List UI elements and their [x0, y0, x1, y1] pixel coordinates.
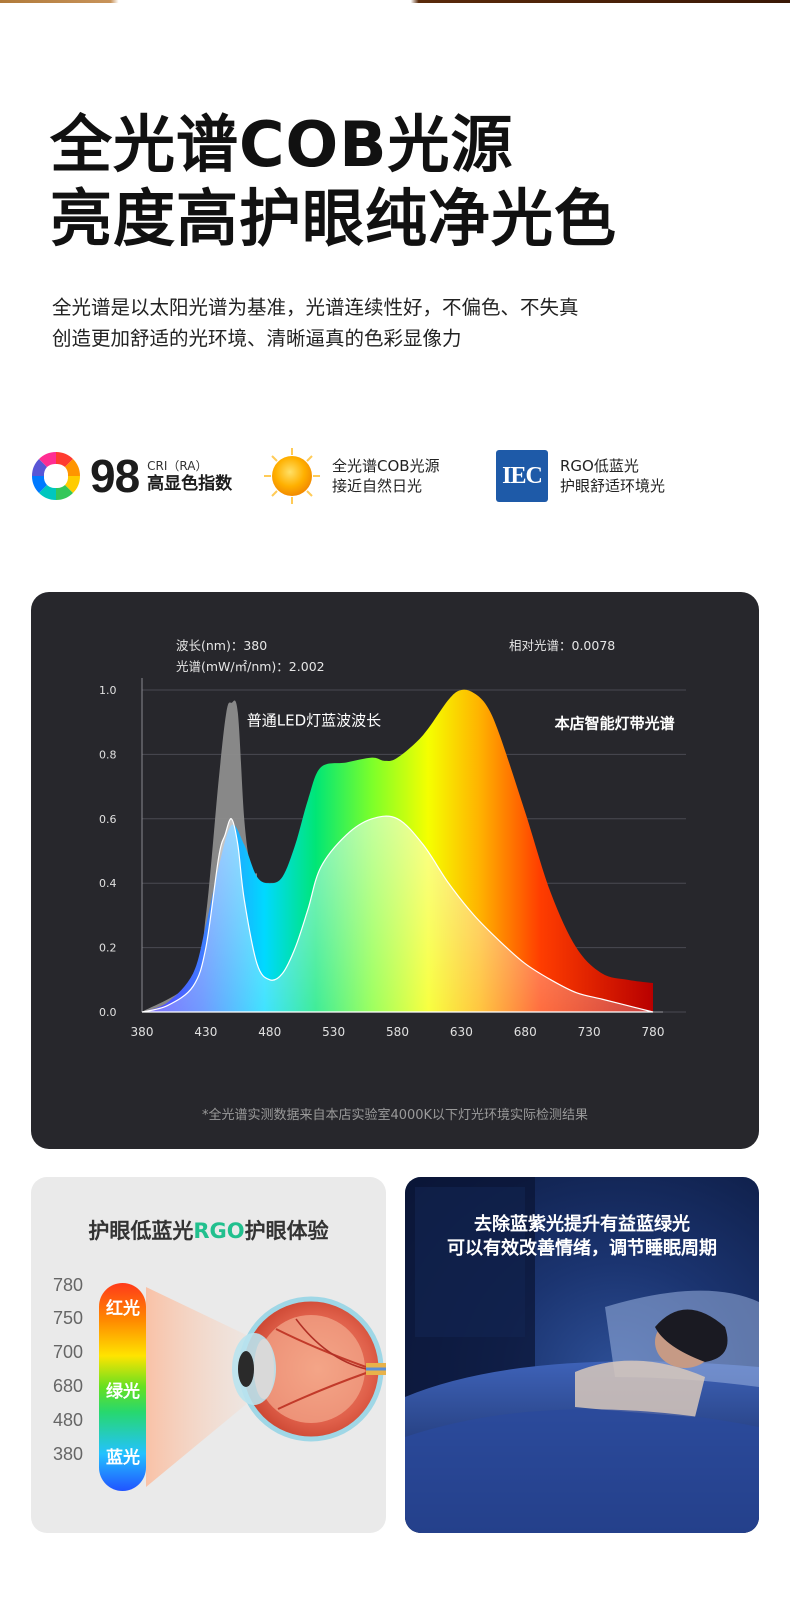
cob-line-1: 全光谱COB光源	[332, 457, 440, 475]
top-accent-bar	[0, 0, 790, 3]
sleep-caption-line-1: 去除蓝紫光提升有益蓝绿光	[474, 1214, 690, 1235]
rgo-line-2: 护眼舒适环境光	[560, 477, 666, 495]
description-line-2: 创造更加舒适的光环境、清晰逼真的色彩显像力	[52, 327, 462, 350]
x-tick-label: 630	[450, 1025, 473, 1039]
scale-number: 700	[53, 1342, 84, 1362]
feature-cri: 98 CRI（RA） 高显色指数	[30, 445, 232, 507]
spectrum-chart: 0.0 0.2 0.4 0.6 0.8 1.0 380 430 480 530 580 630 680 7…	[99, 678, 686, 1039]
eye-card-title: 护眼低蓝光RGO护眼体验	[31, 1215, 386, 1245]
scale-number: 680	[53, 1376, 84, 1396]
chart-info-left: 波长(nm)：380 光谱(mW/㎡/nm)：2.002	[176, 635, 325, 677]
y-tick-label: 1.0	[99, 684, 117, 697]
chart-footnote: *全光谱实测数据来自本店实验室4000K以下灯光环境实际检测结果	[201, 1108, 589, 1123]
y-tick-label: 0.8	[99, 748, 117, 761]
y-tick-label: 0.4	[99, 877, 117, 890]
sleeping-woman-image	[405, 1177, 759, 1533]
eye-rgo-card: 护眼低蓝光RGO护眼体验 780 750 700 680 480 380 红光 …	[31, 1177, 386, 1533]
iec-logo-icon: IEC	[496, 450, 548, 502]
x-tick-label: 480	[258, 1025, 281, 1039]
scale-number: 380	[53, 1444, 84, 1464]
y-tick-label: 0.2	[99, 942, 117, 955]
relative-spectrum-readout: 相对光谱：0.0078	[509, 638, 616, 653]
scale-number: 750	[53, 1308, 84, 1328]
our-spectrum-annotation: 本店智能灯带光谱	[555, 715, 675, 733]
sleep-caption: 去除蓝紫光提升有益蓝绿光 可以有效改善情绪，调节睡眠周期	[405, 1213, 759, 1261]
x-tick-label: 580	[386, 1025, 409, 1039]
x-tick-label: 530	[322, 1025, 345, 1039]
x-tick-label: 680	[514, 1025, 537, 1039]
eye-title-prefix: 护眼低蓝光	[88, 1219, 194, 1243]
scale-label-green: 绿光	[106, 1382, 140, 1402]
wavelength-readout: 波长(nm)：380	[176, 638, 268, 653]
cri-label-main: 高显色指数	[147, 474, 233, 494]
title-line-1: 全光谱COB光源	[50, 108, 514, 181]
sun-icon	[264, 448, 320, 504]
light-beam-graphic	[146, 1287, 261, 1487]
x-tick-label: 730	[578, 1025, 601, 1039]
page-title: 全光谱COB光源 亮度高护眼纯净光色	[50, 108, 617, 256]
sleep-caption-line-2: 可以有效改善情绪，调节睡眠周期	[447, 1238, 717, 1259]
sleep-card: 去除蓝紫光提升有益蓝绿光 可以有效改善情绪，调节睡眠周期	[405, 1177, 759, 1533]
x-tick-label: 380	[131, 1025, 154, 1039]
series-led-spectrum	[141, 815, 654, 1013]
spectrum-readout: 光谱(mW/㎡/nm)：2.002	[176, 659, 325, 674]
cri-label-top: CRI（RA）	[147, 459, 208, 473]
x-tick-label: 430	[194, 1025, 217, 1039]
y-tick-label: 0.6	[99, 813, 117, 826]
description-line-1: 全光谱是以太阳光谱为基准，光谱连续性好，不偏色、不失真	[52, 296, 579, 319]
title-line-2: 亮度高护眼纯净光色	[50, 182, 618, 255]
y-tick-label: 0.0	[99, 1006, 117, 1019]
x-tick-label: 780	[642, 1025, 665, 1039]
feature-rgo: IEC RGO低蓝光 护眼舒适环境光	[496, 445, 665, 507]
eye-cross-section-icon	[232, 1296, 386, 1442]
feature-cob: 全光谱COB光源 接近自然日光	[262, 445, 440, 507]
led-annotation: 普通LED灯蓝波波长	[247, 711, 381, 729]
scale-label-red: 红光	[106, 1299, 140, 1319]
rgo-line-1: RGO低蓝光	[560, 457, 639, 475]
scale-number: 480	[53, 1410, 84, 1430]
cri-value: 98	[90, 450, 140, 502]
iec-logo-text: IEC	[502, 462, 543, 489]
spectrum-chart-card: 波长(nm)：380 光谱(mW/㎡/nm)：2.002 相对光谱：0.0078	[31, 592, 759, 1149]
cob-line-2: 接近自然日光	[332, 477, 423, 495]
eye-title-suffix: 护眼体验	[244, 1219, 329, 1243]
eye-title-highlight: RGO	[193, 1219, 245, 1243]
color-wheel-icon	[31, 451, 81, 501]
scale-label-blue: 蓝光	[106, 1448, 140, 1468]
description: 全光谱是以太阳光谱为基准，光谱连续性好，不偏色、不失真 创造更加舒适的光环境、清…	[52, 292, 579, 354]
scale-number: 780	[53, 1275, 84, 1295]
spectrum-scale-bar	[99, 1283, 146, 1491]
